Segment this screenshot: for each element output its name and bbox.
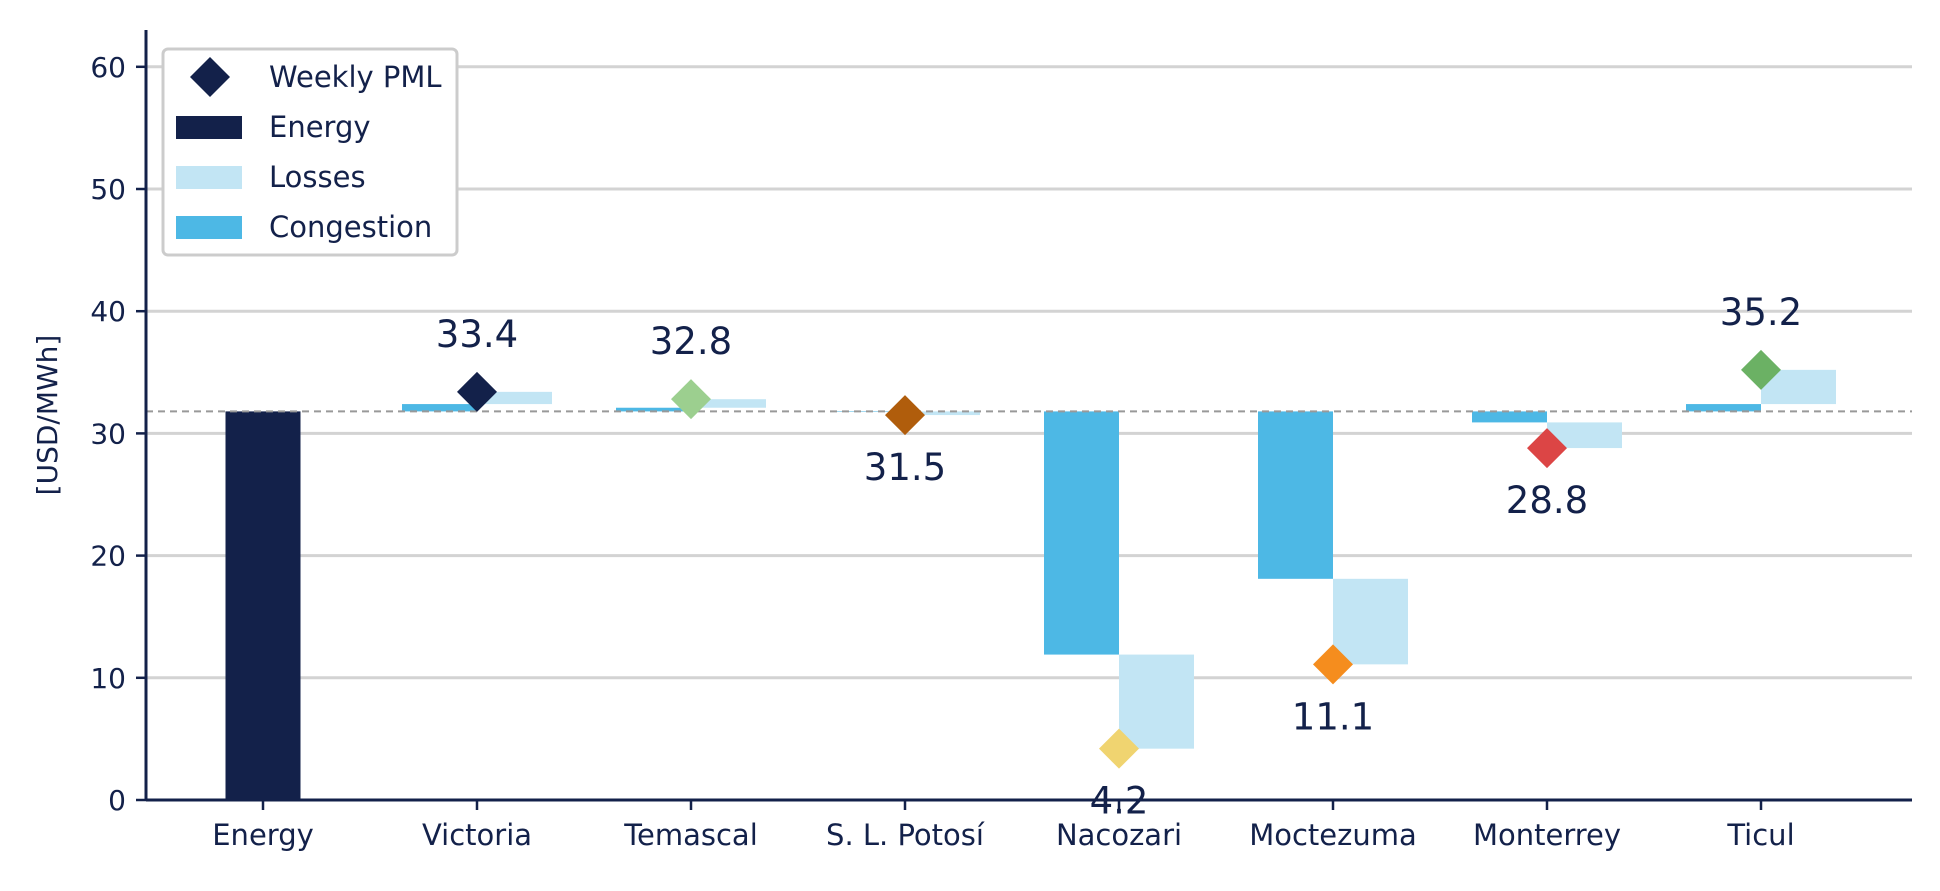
y-tick-label-20: 20 bbox=[90, 540, 126, 573]
bar-congestion-victoria bbox=[402, 404, 477, 412]
pml-marker-moctezuma bbox=[1313, 644, 1353, 685]
pml-label-nacozari: 4.2 bbox=[1090, 780, 1149, 823]
y-axis-title: [USD/MWh] bbox=[31, 335, 64, 496]
pml-marker-s-l-potosi bbox=[885, 395, 925, 436]
axes bbox=[144, 30, 1912, 802]
x-tick-label-ticul: Ticul bbox=[1726, 818, 1794, 852]
y-tick-label-50: 50 bbox=[90, 173, 126, 206]
legend-label-energy: Energy bbox=[269, 110, 371, 144]
bar-losses-nacozari bbox=[1119, 654, 1194, 749]
data-labels: 33.4 32.8 31.5 4.2 11.1 28.8 35.2 bbox=[436, 291, 1802, 823]
bar-energy bbox=[225, 411, 301, 800]
legend-label-losses: Losses bbox=[269, 160, 366, 194]
pml-label-victoria: 33.4 bbox=[436, 313, 518, 356]
x-tick-label-s-l-potosi: S. L. Potosí bbox=[826, 818, 985, 852]
x-tick-label-temascal: Temascal bbox=[623, 818, 758, 852]
pml-label-moctezuma: 11.1 bbox=[1292, 695, 1374, 738]
legend-marker-pml bbox=[190, 57, 230, 97]
x-ticks: Energy Victoria Temascal S. L. Potosí Nacoza… bbox=[212, 800, 1795, 852]
bar-losses-s-l-potosi bbox=[905, 411, 980, 416]
pml-marker-monterrey bbox=[1527, 428, 1567, 469]
y-tick-label-0: 0 bbox=[108, 784, 126, 817]
bar-losses-temascal bbox=[691, 399, 766, 408]
x-tick-label-energy: Energy bbox=[212, 818, 314, 852]
legend-label-congestion: Congestion bbox=[269, 210, 432, 244]
pml-marker-ticul bbox=[1741, 349, 1781, 390]
pml-label-monterrey: 28.8 bbox=[1506, 479, 1588, 522]
bar-congestion-nacozari bbox=[1044, 411, 1119, 655]
x-tick-label-monterrey: Monterrey bbox=[1473, 818, 1621, 852]
legend-label-pml: Weekly PML bbox=[269, 60, 442, 94]
x-tick-label-moctezuma: Moctezuma bbox=[1249, 818, 1417, 852]
legend-swatch-congestion bbox=[176, 216, 242, 239]
pml-marker-nacozari bbox=[1099, 728, 1139, 769]
y-tick-label-60: 60 bbox=[90, 51, 126, 84]
bar-losses-victoria bbox=[477, 391, 552, 405]
y-ticks: 0 10 20 30 40 50 60 bbox=[90, 51, 146, 817]
x-tick-label-nacozari: Nacozari bbox=[1056, 818, 1182, 852]
legend: Weekly PML Energy Losses Congestion bbox=[161, 47, 459, 257]
bar-losses-moctezuma bbox=[1333, 578, 1408, 665]
pml-marker-temascal bbox=[671, 379, 711, 420]
y-tick-label-10: 10 bbox=[90, 662, 126, 695]
pml-label-s-l-potosi: 31.5 bbox=[864, 446, 946, 489]
legend-swatch-losses bbox=[176, 166, 242, 189]
pml-markers bbox=[457, 349, 1781, 769]
x-tick-label-victoria: Victoria bbox=[422, 818, 532, 852]
legend-swatch-energy bbox=[176, 116, 242, 139]
pml-label-ticul: 35.2 bbox=[1720, 291, 1802, 334]
y-tick-label-30: 30 bbox=[90, 417, 126, 450]
bar-congestion-monterrey bbox=[1472, 411, 1547, 423]
bar-congestion-temascal bbox=[616, 407, 691, 412]
bar-congestion-ticul bbox=[1686, 404, 1761, 412]
bars bbox=[225, 369, 1836, 800]
pml-label-temascal: 32.8 bbox=[650, 320, 732, 363]
pml-marker-victoria bbox=[457, 371, 497, 412]
bar-congestion-moctezuma bbox=[1258, 411, 1333, 579]
y-tick-label-40: 40 bbox=[90, 295, 126, 328]
legend-box bbox=[161, 47, 459, 257]
